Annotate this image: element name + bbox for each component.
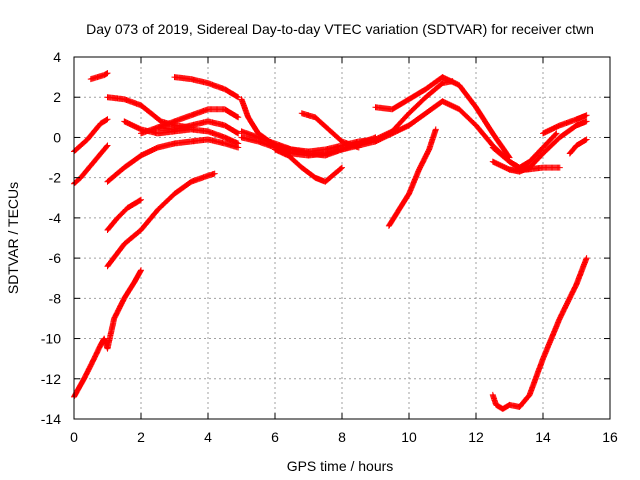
x-tick-label: 14 — [535, 429, 551, 445]
y-tick-label: -4 — [49, 210, 62, 226]
series-arc-w — [506, 164, 563, 173]
data-point-markers — [506, 164, 563, 173]
x-tick-label: 10 — [401, 429, 417, 445]
y-tick-label: -12 — [41, 371, 61, 387]
series-arc-l — [154, 118, 242, 137]
series-arc-e — [104, 196, 144, 233]
x-tick-labels: 0 2 4 6 8 10 12 14 16 — [70, 429, 618, 445]
y-axis-label: SDTVAR / TECUs — [5, 182, 21, 294]
y-tick-label: 2 — [53, 89, 61, 105]
data-point-markers — [154, 118, 242, 137]
data-point-markers — [566, 136, 590, 157]
y-tick-label: -2 — [49, 170, 62, 186]
series-arc-s — [385, 126, 439, 229]
series-arc-b — [87, 70, 111, 83]
y-tick-label: -8 — [49, 290, 62, 306]
data-point-markers — [489, 130, 560, 171]
series-arc-g — [104, 136, 242, 185]
x-axis-label: GPS time / hours — [287, 458, 394, 474]
series-arc-k — [171, 74, 242, 101]
series-arc-r — [372, 74, 513, 161]
data-point-markers — [385, 126, 439, 229]
y-tick-label: -10 — [41, 331, 61, 347]
series-arc-f — [104, 170, 218, 270]
series-arc-t — [489, 255, 590, 412]
series-arc-y — [566, 136, 590, 157]
y-tick-label: -14 — [41, 411, 61, 427]
chart-title: Day 073 of 2019, Sidereal Day-to-day VTE… — [86, 21, 594, 37]
y-tick-label: -6 — [49, 250, 62, 266]
axis-ticks — [73, 56, 611, 420]
x-tick-label: 6 — [271, 429, 279, 445]
x-tick-label: 16 — [602, 429, 618, 445]
series-arc-x — [540, 112, 590, 137]
x-tick-label: 8 — [338, 429, 346, 445]
x-tick-label: 0 — [70, 429, 78, 445]
data-point-markers — [489, 255, 590, 412]
data-point-markers — [540, 112, 590, 137]
data-point-markers — [372, 74, 513, 161]
x-tick-label: 12 — [468, 429, 484, 445]
series-arc-u — [489, 130, 560, 171]
data-point-markers — [104, 170, 218, 270]
y-tick-labels: 4 2 0 -2 -4 -6 -8 -10 -12 -14 — [41, 49, 61, 427]
y-tick-label: 0 — [53, 129, 61, 145]
data-points — [71, 70, 590, 412]
x-tick-label: 4 — [204, 429, 212, 445]
x-tick-label: 2 — [137, 429, 145, 445]
data-point-markers — [171, 74, 242, 101]
data-point-markers — [104, 196, 144, 233]
grid — [74, 57, 610, 419]
data-point-markers — [87, 70, 111, 83]
data-point-markers — [104, 136, 242, 185]
y-tick-label: 4 — [53, 49, 61, 65]
